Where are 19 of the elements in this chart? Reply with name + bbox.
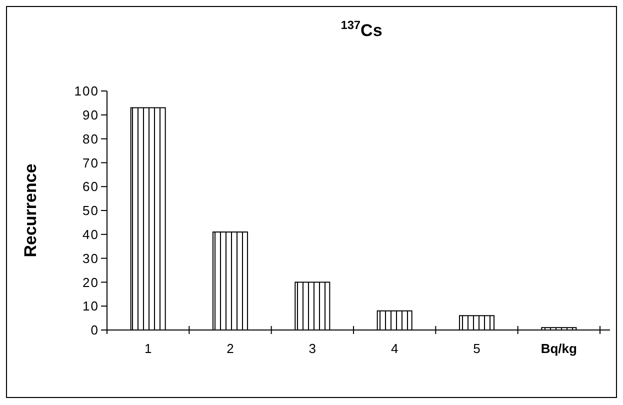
- y-tick-label: 80: [82, 131, 99, 146]
- y-tick-label: 70: [82, 155, 99, 170]
- y-tick-label: 0: [90, 322, 99, 338]
- y-tick-label: 20: [82, 274, 99, 290]
- x-tick-label: 1: [144, 341, 152, 356]
- x-axis-title: Bq/kg: [540, 341, 578, 356]
- y-tick-label: 90: [82, 107, 99, 122]
- x-tick-label: 2: [226, 341, 234, 356]
- y-tick-label: 100: [74, 84, 99, 99]
- y-tick-label: 30: [82, 250, 99, 266]
- chart-title: $^{137}$Cs: [340, 18, 382, 40]
- x-tick-label: 4: [390, 341, 398, 356]
- y-tick-label: 60: [82, 179, 99, 194]
- y-tick-label: 50: [82, 203, 99, 218]
- y-tick-label: 40: [82, 226, 99, 242]
- y-tick-label: 10: [82, 298, 99, 314]
- y-axis-title: Recurrence: [21, 164, 40, 258]
- x-tick-label: 5: [473, 341, 480, 356]
- x-tick-label: 3: [308, 341, 316, 356]
